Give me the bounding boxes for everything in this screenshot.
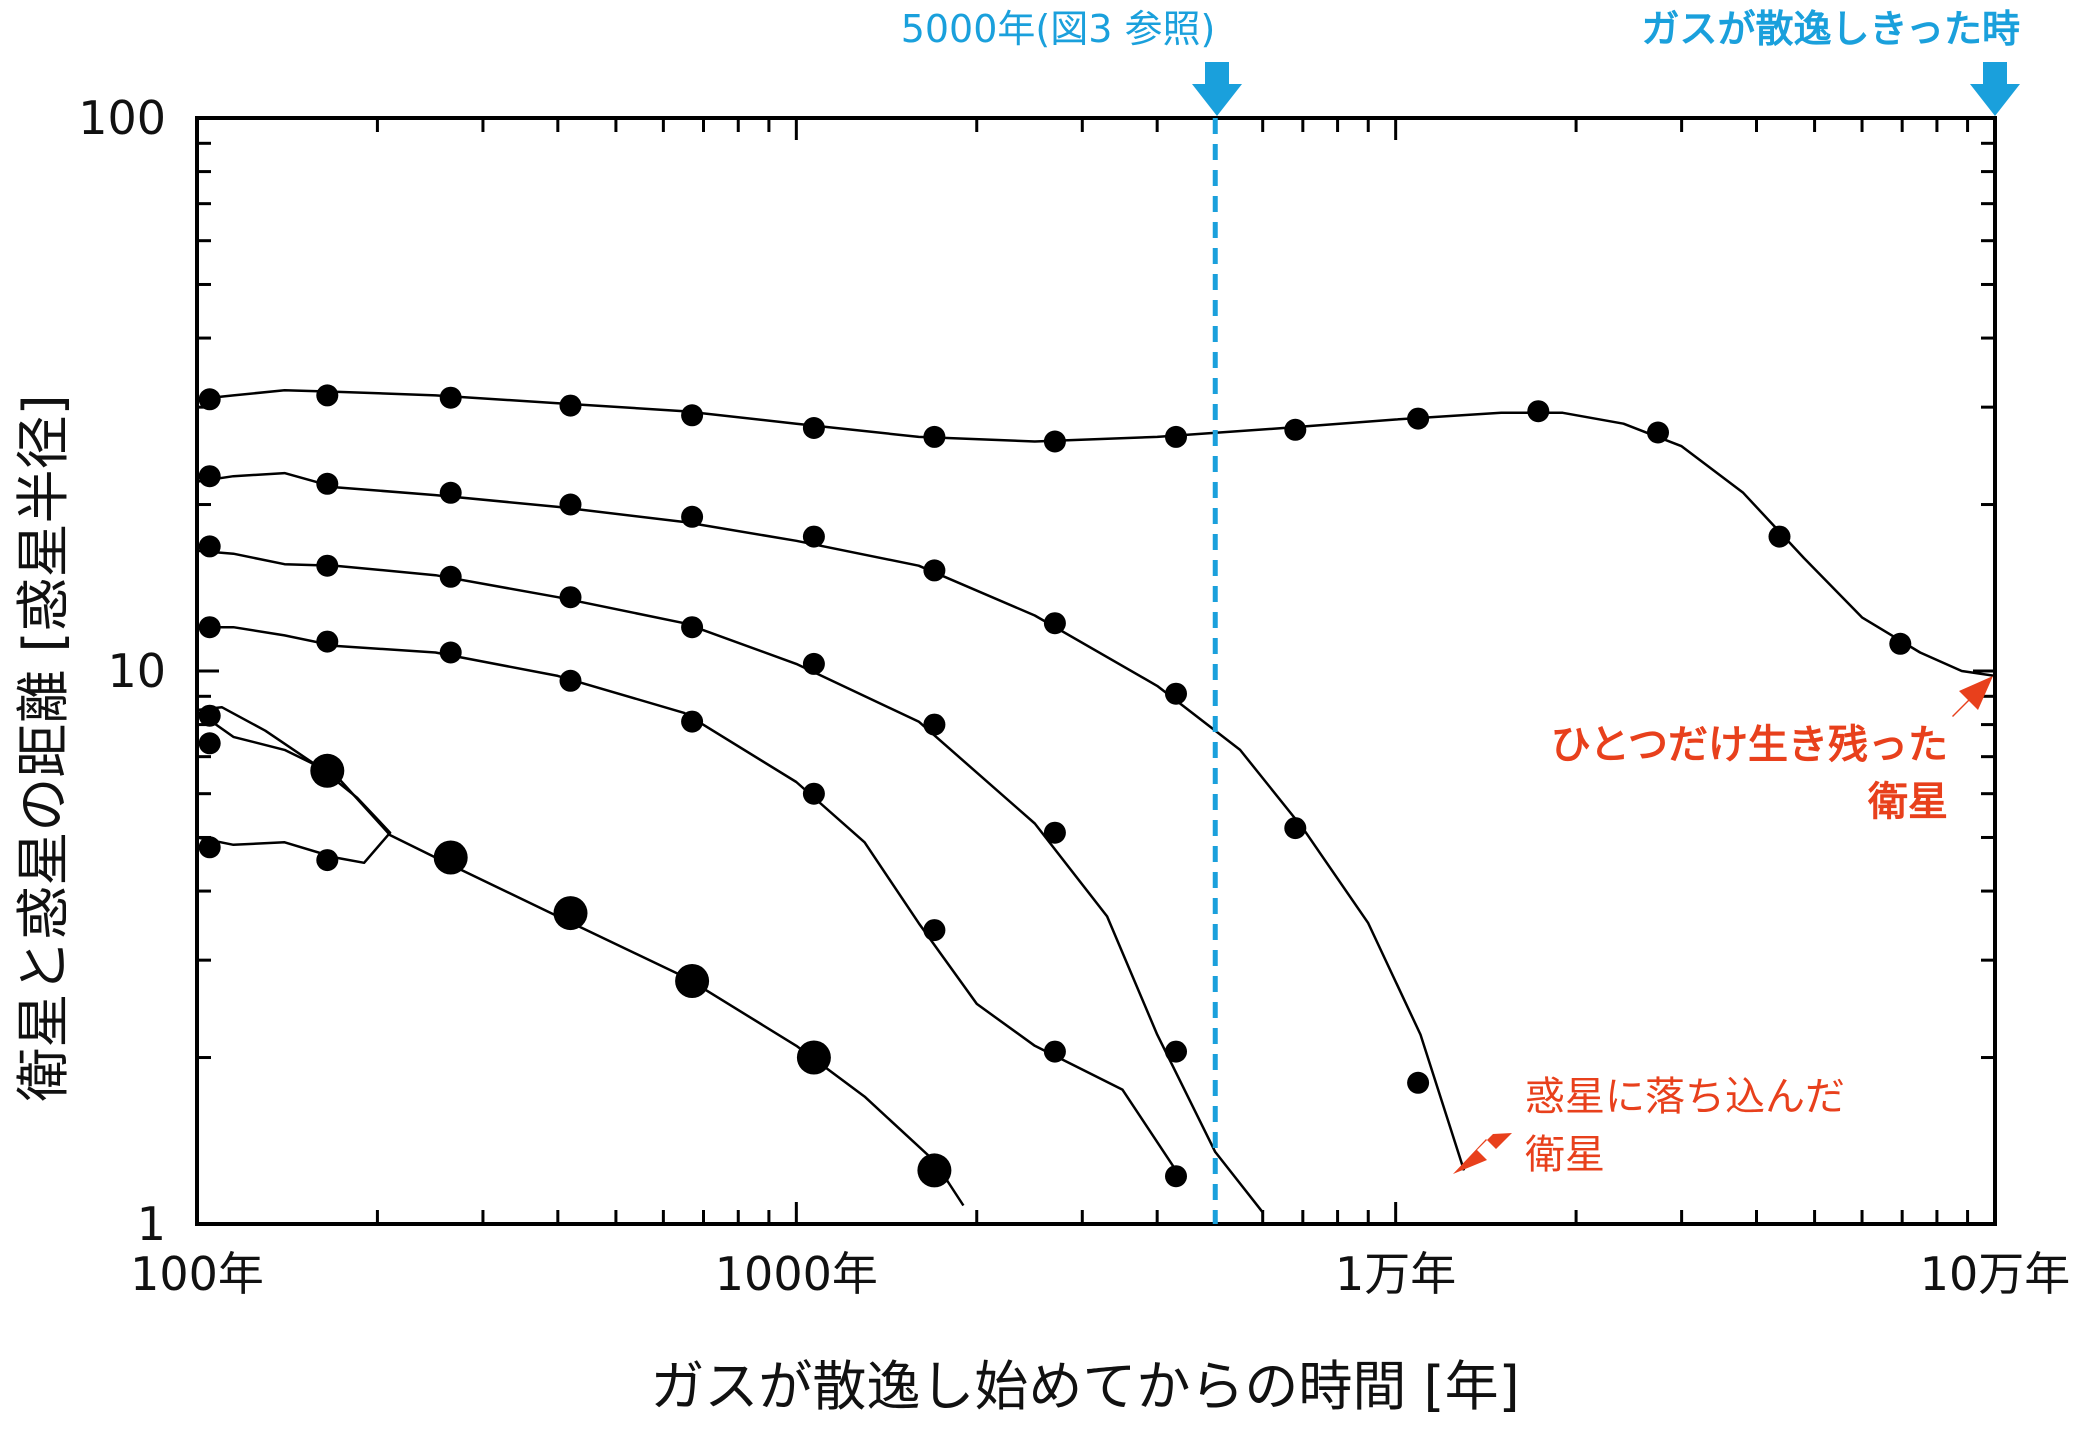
x-tick-label: 100年 (130, 1247, 264, 1301)
y-tick-labels: 1 10 100 (78, 91, 166, 1251)
points-group (198, 384, 1912, 1188)
data-point (198, 704, 221, 727)
data-point (1043, 1040, 1066, 1063)
data-point (1284, 817, 1307, 840)
data-point (198, 535, 221, 558)
series-line-3 (197, 549, 1264, 1214)
data-point (559, 493, 582, 516)
data-point (681, 404, 704, 427)
data-point (316, 630, 339, 653)
survivor-label-line1: ひとつだけ生き残った (1551, 722, 1948, 768)
data-point (1647, 421, 1669, 444)
y-axis-title: 衛星と惑星の距離 [惑星半径] (12, 394, 75, 1101)
reference-arrow-icon (1192, 62, 1242, 116)
data-point (681, 505, 704, 528)
data-point (1043, 612, 1066, 635)
data-point (559, 586, 582, 609)
data-point (802, 782, 825, 805)
series-group (197, 388, 1995, 1214)
x-tick-label: 1万年 (1335, 1247, 1456, 1301)
data-point (198, 388, 221, 411)
data-point (923, 559, 946, 582)
data-point (316, 384, 339, 407)
data-point (802, 525, 825, 548)
survivor-label-line2: 衛星 (1867, 779, 1948, 825)
reference-line-label: 5000年(図3 参照) (901, 7, 1216, 51)
data-point (559, 394, 582, 417)
data-point (553, 896, 588, 931)
data-point (316, 849, 339, 872)
axis-ticks (195, 116, 1997, 1226)
data-point (433, 840, 468, 875)
data-point (796, 1040, 831, 1075)
data-point (802, 652, 825, 675)
data-point (923, 919, 946, 942)
data-point (316, 472, 339, 495)
data-point (1527, 400, 1550, 423)
data-point (1043, 821, 1066, 844)
data-point (198, 732, 221, 755)
x-tick-label: 10万年 (1920, 1247, 2071, 1301)
y-tick-label: 1 (137, 1197, 166, 1251)
data-point (675, 964, 710, 998)
data-point (923, 425, 946, 448)
data-point (802, 417, 825, 439)
series-line-4 (197, 625, 1178, 1172)
series-line-2 (197, 471, 1466, 1171)
data-point (439, 641, 462, 664)
data-point (1165, 1165, 1187, 1188)
data-point (1768, 525, 1791, 548)
data-point (310, 753, 345, 788)
data-point (1165, 425, 1187, 448)
fallen-arrow-icon (1453, 1133, 1512, 1174)
data-point (1165, 1040, 1187, 1063)
data-point (1043, 430, 1066, 453)
y-tick-label: 10 (107, 644, 166, 698)
gas-dispersed-arrow-icon (1970, 62, 2020, 116)
data-point (198, 465, 221, 488)
fallen-label-line1: 惑星に落ち込んだ (1525, 1074, 1845, 1120)
x-axis-title: ガスが散逸し始めてからの時間 [年] (650, 1355, 1519, 1418)
survivor-arrow-icon (1952, 676, 1993, 717)
data-point (439, 386, 462, 409)
data-point (559, 669, 582, 692)
data-point (681, 710, 704, 733)
fallen-label-line2: 衛星 (1525, 1132, 1605, 1178)
data-point (923, 713, 946, 736)
data-point (1284, 418, 1307, 441)
series-line-1 (197, 388, 1995, 678)
series-line-5 (197, 709, 965, 1207)
data-point (198, 836, 221, 859)
plot-frame (195, 116, 1997, 1226)
x-tick-labels: 100年 1000年 1万年 10万年 (130, 1247, 2070, 1301)
data-point (439, 565, 462, 588)
data-point (316, 554, 339, 577)
data-point (1407, 1071, 1430, 1094)
y-tick-label: 100 (78, 91, 166, 145)
data-point (1165, 682, 1187, 705)
data-point (681, 616, 704, 639)
series-line-6 (197, 705, 392, 865)
gas-dispersed-label: ガスが散逸しきった時 (1642, 7, 2020, 51)
data-point (917, 1153, 952, 1188)
x-tick-label: 1000年 (715, 1247, 878, 1301)
data-point (1889, 632, 1912, 655)
data-point (439, 481, 462, 504)
data-point (198, 616, 221, 639)
data-point (1407, 407, 1430, 430)
